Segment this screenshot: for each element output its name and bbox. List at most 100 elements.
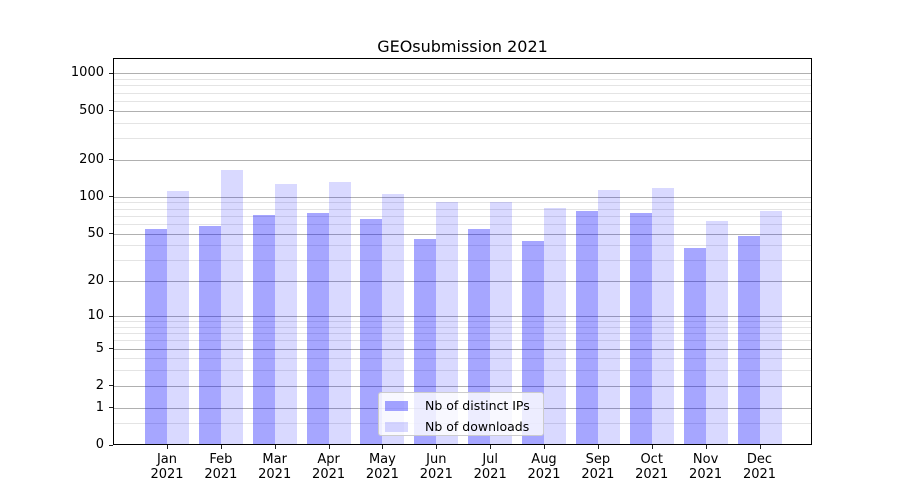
x-tick-mark: [759, 445, 761, 449]
y-tick-mark: [109, 385, 113, 387]
gridline-minor: [114, 370, 811, 372]
x-tick-mark: [544, 445, 545, 449]
bar-mar-downloads: [274, 184, 297, 444]
legend-swatch-distinct-ips-icon: [385, 400, 408, 411]
bar-dec-downloads: [759, 210, 782, 444]
bar-jun-downloads: [436, 201, 459, 444]
bar-aug-downloads: [544, 207, 566, 444]
gridline-minor: [114, 333, 811, 335]
x-tick-mark: [382, 445, 384, 449]
bar-sep-distinct-ips: [575, 210, 598, 444]
bar-jul-downloads: [490, 201, 513, 444]
gridline-minor: [114, 122, 811, 124]
plot-area: [113, 58, 812, 445]
bar-jan-distinct-ips: [145, 229, 167, 444]
gridline-major: [114, 385, 811, 387]
gridline-major: [114, 110, 811, 112]
y-tick-label-100: 100: [79, 188, 104, 204]
x-tick-mark: [597, 445, 599, 449]
bar-apr-distinct-ips: [306, 213, 329, 444]
gridline-minor: [114, 245, 811, 247]
y-tick-label-10: 10: [87, 308, 104, 323]
y-tick-mark: [109, 72, 113, 74]
y-tick-mark: [109, 110, 113, 111]
x-tick-label-aug: Aug 2021: [527, 452, 561, 482]
x-tick-label-feb: Feb 2021: [204, 452, 238, 482]
gridline-minor: [114, 208, 811, 210]
legend-item-downloads: Nb of downloads: [379, 416, 543, 437]
x-tick-mark: [167, 445, 168, 449]
bar-nov-downloads: [705, 221, 728, 444]
gridline-major: [114, 233, 811, 235]
gridline-major: [114, 348, 811, 350]
chart-title: GEOsubmission 2021: [377, 37, 548, 56]
y-tick-mark: [109, 348, 113, 350]
gridline-minor: [114, 223, 811, 225]
y-tick-label-1: 1: [95, 399, 104, 415]
gridline-minor: [114, 79, 811, 80]
y-tick-mark: [109, 233, 113, 234]
bar-mar-distinct-ips: [252, 214, 275, 444]
x-tick-mark: [490, 445, 492, 449]
gridline-major: [114, 73, 811, 75]
gridline-minor: [114, 326, 811, 328]
gridline-minor: [114, 85, 811, 87]
y-tick-label-500: 500: [79, 102, 104, 118]
bar-oct-downloads: [651, 188, 674, 444]
bar-nov-distinct-ips: [683, 247, 706, 444]
gridline-minor: [114, 215, 811, 217]
gridline-minor: [114, 358, 811, 360]
x-tick-label-jul: Jul 2021: [473, 452, 507, 482]
x-tick-label-jan: Jan 2021: [150, 452, 184, 482]
y-tick-mark: [109, 159, 113, 161]
x-tick-mark: [651, 445, 653, 449]
y-tick-label-0: 0: [95, 437, 104, 452]
y-tick-label-1000: 1000: [70, 65, 104, 81]
x-tick-label-mar: Mar 2021: [258, 452, 292, 482]
y-tick-label-2: 2: [95, 377, 104, 393]
legend-label-downloads: Nb of downloads: [425, 419, 530, 434]
x-tick-label-jun: Jun 2021: [419, 452, 453, 482]
bar-feb-distinct-ips: [198, 225, 221, 444]
y-tick-mark: [109, 444, 113, 446]
gridline-minor: [114, 100, 811, 102]
x-tick-mark: [436, 445, 438, 449]
gridline-minor: [114, 260, 811, 262]
gridline-major: [114, 281, 811, 283]
x-tick-mark: [328, 445, 330, 449]
gridline-major: [114, 316, 811, 317]
y-tick-label-50: 50: [87, 225, 104, 241]
legend-swatch-downloads-icon: [385, 421, 408, 432]
gridline-minor: [114, 138, 811, 139]
y-tick-mark: [109, 280, 113, 282]
gridline-minor: [114, 202, 811, 204]
x-tick-mark: [274, 445, 276, 449]
bar-sep-downloads: [597, 190, 620, 444]
gridline-minor: [114, 340, 811, 342]
legend: Nb of distinct IPs Nb of downloads: [378, 392, 544, 436]
x-tick-label-apr: Apr 2021: [312, 452, 346, 482]
gridline-major: [114, 196, 811, 198]
gridline-major: [114, 159, 811, 161]
bar-oct-distinct-ips: [629, 212, 652, 444]
x-tick-mark: [220, 445, 222, 449]
x-tick-label-dec: Dec 2021: [742, 452, 777, 482]
y-tick-label-200: 200: [79, 151, 104, 167]
y-tick-label-20: 20: [87, 273, 104, 289]
legend-item-distinct-ips: Nb of distinct IPs: [379, 395, 543, 416]
y-tick-mark: [109, 315, 113, 317]
bar-feb-downloads: [220, 170, 243, 444]
gridline-minor: [114, 321, 811, 323]
y-tick-mark: [109, 196, 113, 198]
bar-jul-distinct-ips: [468, 229, 491, 444]
x-tick-label-sep: Sep 2021: [581, 452, 615, 482]
y-tick-label-5: 5: [95, 340, 104, 356]
y-tick-mark: [109, 407, 113, 409]
x-tick-label-oct: Oct 2021: [635, 452, 669, 482]
gridline-minor: [114, 92, 811, 94]
x-tick-mark: [705, 445, 707, 449]
x-tick-label-nov: Nov 2021: [689, 452, 723, 482]
bar-may-downloads: [382, 194, 405, 444]
legend-label-distinct-ips: Nb of distinct IPs: [425, 398, 530, 413]
